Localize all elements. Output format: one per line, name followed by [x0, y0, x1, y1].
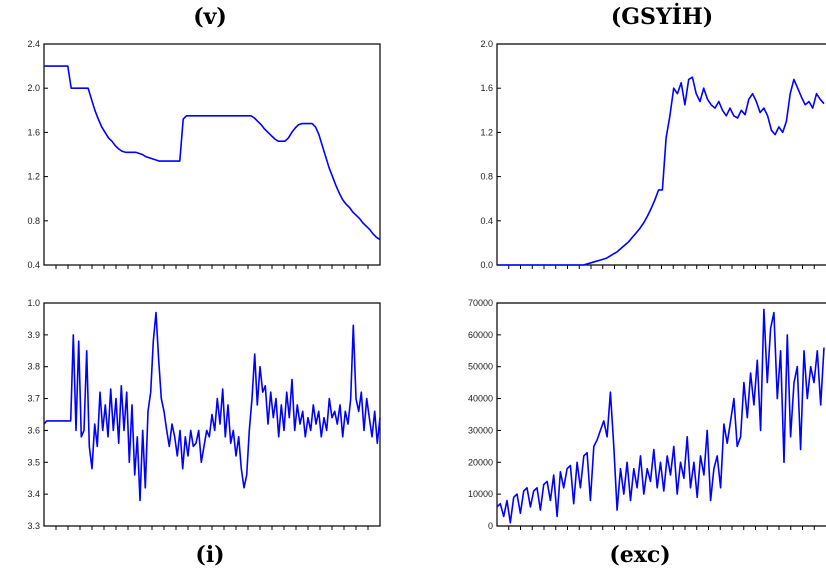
chart-title-gsyih: (GSYİH): [611, 2, 713, 30]
y-tick-label-exc: 0: [488, 521, 493, 531]
y-tick-label-exc: 50000: [468, 362, 493, 372]
y-tick-label-gsyih: 0.8: [480, 172, 493, 182]
series-line-i: [43, 311, 381, 502]
chart-title-i: (i): [195, 542, 224, 568]
plot-frame-v: [43, 43, 381, 266]
y-tick-label-i: 3.9: [27, 330, 40, 340]
chart-panel-v: 0.4 0.8 1.2 1.6 2.0 2.4: [27, 39, 381, 270]
y-tick-label-exc: 40000: [468, 394, 493, 404]
y-tick-label-exc: 60000: [468, 330, 493, 340]
y-tick-label-i: 3.5: [27, 457, 40, 467]
y-tick-label-i: 3.6: [27, 425, 40, 435]
y-tick-label-i: 3.8: [27, 362, 40, 372]
plot-frame-exc: [496, 302, 826, 527]
y-tick-label-gsyih: 0.0: [480, 260, 493, 270]
y-tick-label-i: 3.4: [27, 489, 40, 499]
y-tick-label-i: 1.0: [27, 298, 40, 308]
y-tick-label-exc: 70000: [468, 298, 493, 308]
y-tick-label-gsyih: 1.2: [480, 127, 493, 137]
y-tick-label-exc: 20000: [468, 457, 493, 467]
y-tick-label-gsyih: 0.4: [480, 216, 493, 226]
y-tick-label-v: 0.8: [27, 216, 40, 226]
chart-title-exc: (exc): [609, 542, 670, 568]
y-tick-label-i: 3.3: [27, 521, 40, 531]
y-tick-label-v: 1.2: [27, 172, 40, 182]
y-tick-label-v: 2.0: [27, 83, 40, 93]
chart-panel-exc: 0 10000 20000 30000 40000 50000 60000 70000: [468, 298, 826, 531]
y-tick-label-v: 2.4: [27, 39, 40, 49]
y-tick-label-v: 0.4: [27, 260, 40, 270]
y-tick-label-gsyih: 2.0: [480, 39, 493, 49]
y-tick-label-v: 1.6: [27, 127, 40, 137]
chart-title-v: (v): [193, 4, 227, 30]
y-tick-label-i: 3.7: [27, 394, 40, 404]
y-tick-label-exc: 30000: [468, 425, 493, 435]
y-tick-label-gsyih: 1.6: [480, 83, 493, 93]
chart-panel-gsyih: 0.0 0.4 0.8 1.2 1.6 2.0: [480, 39, 826, 270]
y-tick-label-exc: 10000: [468, 489, 493, 499]
series-line-exc: [496, 308, 825, 524]
plot-frame-gsyih: [496, 43, 826, 266]
series-line-v: [44, 65, 381, 241]
chart-panel-i: 3.3 3.4 3.5 3.6 3.7 3.8 3.9 1.0: [27, 298, 381, 531]
series-line-gsyih: [497, 76, 825, 266]
